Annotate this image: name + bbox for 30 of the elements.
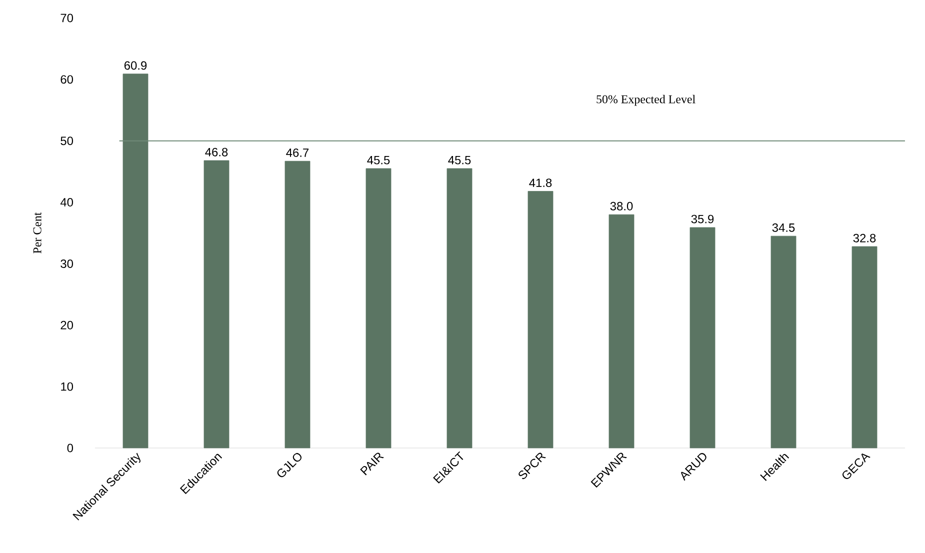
bar	[284, 160, 310, 448]
y-tick-label: 0	[67, 444, 74, 452]
data-label: 35.9	[691, 214, 714, 224]
data-label: 46.8	[205, 148, 228, 156]
data-label: 34.5	[772, 223, 795, 232]
y-tick-label: 30	[60, 259, 74, 268]
data-label: 60.9	[124, 61, 147, 70]
bar	[528, 191, 554, 448]
data-label: 41.8	[529, 178, 552, 188]
data-label: 38.0	[610, 202, 633, 210]
y-tick-label: 70	[60, 14, 74, 22]
y-tick-label: 50	[60, 136, 74, 146]
bar	[122, 74, 148, 448]
data-label: 46.7	[286, 148, 309, 157]
y-axis-title: Per Cent	[33, 212, 42, 254]
bar	[690, 227, 716, 448]
y-tick-label: 10	[61, 382, 74, 391]
y-tick-label: 40	[60, 198, 74, 207]
y-tick-label: 60	[60, 75, 74, 84]
ref-line-label: 50% Expected Level	[596, 94, 696, 106]
bar	[770, 236, 796, 448]
bar	[852, 246, 878, 448]
bar	[608, 214, 634, 448]
data-label: 45.5	[367, 156, 390, 164]
y-tick-label: 20	[60, 320, 74, 330]
bar	[204, 160, 230, 448]
bar	[446, 168, 472, 448]
data-label: 32.8	[853, 234, 876, 242]
data-label: 45.5	[448, 156, 471, 164]
bar	[366, 168, 392, 448]
